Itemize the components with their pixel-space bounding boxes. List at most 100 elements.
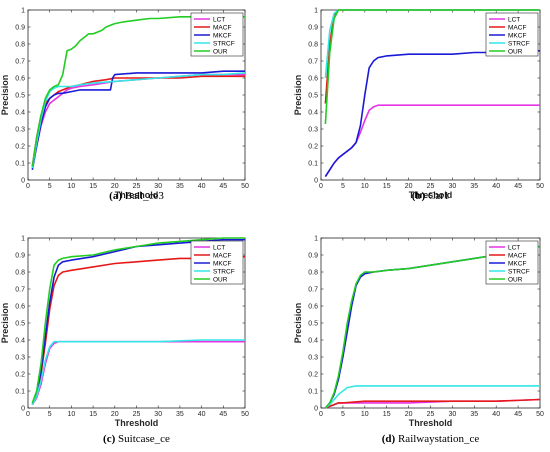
series-line-our: [324, 245, 540, 409]
y-tick-label: 0.7: [308, 58, 318, 65]
chart-panel-2: 0 5 10 15 20 25 30 35 40 45 50 0 0.1 0.2 0.3 0.4 0.5 0.6 0…: [293, 7, 544, 202]
x-tick-label: 5: [48, 411, 52, 418]
y-tick-label: 0.7: [15, 286, 25, 293]
legend-label-lct: LCT: [213, 16, 225, 23]
x-tick-label: 25: [427, 411, 435, 418]
chart-panel-1: 0 5 10 15 20 25 30 35 40 45 50 0 0.1 0.2 0.3 0.4 0.5 0.6 0…: [0, 7, 249, 202]
x-tick-label: 0: [319, 183, 323, 190]
x-tick-label: 10: [68, 411, 76, 418]
x-tick-label: 30: [154, 183, 162, 190]
x-tick-label: 0: [319, 411, 323, 418]
legend-label-mkcf: MKCF: [508, 260, 526, 267]
legend-label-macf: MACF: [508, 24, 526, 31]
x-tick-label: 40: [198, 183, 206, 190]
x-tick-label: 5: [48, 183, 52, 190]
panel-caption: (a) Ball_ce3: [109, 190, 164, 202]
y-axis-label: Precision: [293, 303, 303, 344]
y-tick-label: 0.5: [308, 92, 318, 99]
x-tick-label: 40: [492, 411, 500, 418]
x-tick-label: 40: [492, 183, 500, 190]
x-tick-label: 10: [68, 183, 76, 190]
x-tick-label: 30: [154, 411, 162, 418]
caption-letter: (b): [412, 190, 428, 202]
x-tick-label: 15: [383, 411, 391, 418]
series-line-our: [324, 9, 540, 124]
legend-label-mkcf: MKCF: [213, 32, 231, 39]
x-tick-label: 25: [427, 183, 435, 190]
y-tick-label: 0.9: [308, 252, 318, 259]
x-axis-label: Threshold: [409, 190, 453, 200]
caption-text: Car1: [428, 190, 449, 202]
y-tick-label: 0.1: [15, 388, 25, 395]
y-tick-label: 1: [21, 7, 25, 14]
legend-label-our: OUR: [213, 48, 228, 55]
x-tick-label: 35: [176, 411, 184, 418]
y-tick-label: 0.3: [15, 126, 25, 133]
y-tick-label: 0.3: [308, 354, 318, 361]
caption-text: Suitcase_ce: [118, 433, 170, 445]
y-tick-label: 0.9: [15, 252, 25, 259]
y-tick-label: 0.6: [15, 303, 25, 310]
series-line-strcf: [31, 72, 245, 169]
x-tick-label: 20: [111, 183, 119, 190]
y-tick-label: 0: [21, 177, 25, 184]
x-tick-label: 25: [133, 183, 141, 190]
x-tick-label: 45: [219, 411, 227, 418]
y-tick-label: 0.6: [308, 303, 318, 310]
y-tick-label: 0.8: [15, 41, 25, 48]
legend-label-strcf: STRCF: [213, 268, 235, 275]
legend-label-lct: LCT: [508, 16, 520, 23]
x-axis-label: Threshold: [115, 418, 159, 428]
y-axis-label: Precision: [0, 75, 10, 116]
x-tick-label: 5: [341, 183, 345, 190]
y-tick-label: 0.7: [308, 286, 318, 293]
x-tick-label: 0: [26, 411, 30, 418]
legend-label-strcf: STRCF: [213, 40, 235, 47]
x-tick-label: 50: [241, 183, 249, 190]
series-line-mkcf: [31, 238, 245, 405]
legend-label-our: OUR: [213, 276, 228, 283]
legend-label-strcf: STRCF: [508, 268, 530, 275]
x-tick-label: 50: [536, 183, 544, 190]
x-tick-label: 5: [341, 411, 345, 418]
caption-text: Ball_ce3: [125, 190, 165, 202]
legend-label-macf: MACF: [508, 252, 526, 259]
series-line-mkcf: [324, 50, 540, 178]
x-tick-label: 45: [514, 183, 522, 190]
y-tick-label: 0.8: [15, 269, 25, 276]
y-tick-label: 0.2: [308, 143, 318, 150]
panel-caption: (b) Car1: [412, 190, 450, 202]
y-tick-label: 0.8: [308, 41, 318, 48]
y-tick-label: 0.4: [308, 337, 318, 344]
x-tick-label: 0: [26, 183, 30, 190]
x-tick-label: 25: [133, 411, 141, 418]
chart-panel-3: 0 5 10 15 20 25 30 35 40 45 50 0 0.1 0.2 0.3 0.4 0.5 0.6 0…: [0, 235, 249, 445]
y-tick-label: 0.2: [15, 371, 25, 378]
y-tick-label: 0.9: [308, 24, 318, 31]
legend-label-strcf: STRCF: [508, 40, 530, 47]
caption-letter: (d): [382, 433, 398, 445]
y-tick-label: 0.6: [15, 75, 25, 82]
legend-label-our: OUR: [508, 48, 523, 55]
y-tick-label: 0.1: [15, 160, 25, 167]
x-axis-label: Threshold: [115, 190, 159, 200]
caption-text: Railwaystation_ce: [398, 433, 479, 445]
y-tick-label: 0: [21, 405, 25, 412]
x-axis-label: Threshold: [409, 418, 453, 428]
legend-box: [485, 240, 539, 285]
y-tick-label: 0.6: [308, 75, 318, 82]
x-tick-label: 35: [470, 411, 478, 418]
x-tick-label: 30: [449, 183, 457, 190]
y-tick-label: 0.2: [308, 371, 318, 378]
legend-label-mkcf: MKCF: [508, 32, 526, 39]
x-tick-label: 20: [405, 411, 413, 418]
y-tick-label: 0.4: [15, 337, 25, 344]
x-tick-label: 10: [361, 411, 369, 418]
x-tick-label: 35: [176, 183, 184, 190]
y-tick-label: 0.9: [15, 24, 25, 31]
x-tick-label: 15: [89, 411, 97, 418]
